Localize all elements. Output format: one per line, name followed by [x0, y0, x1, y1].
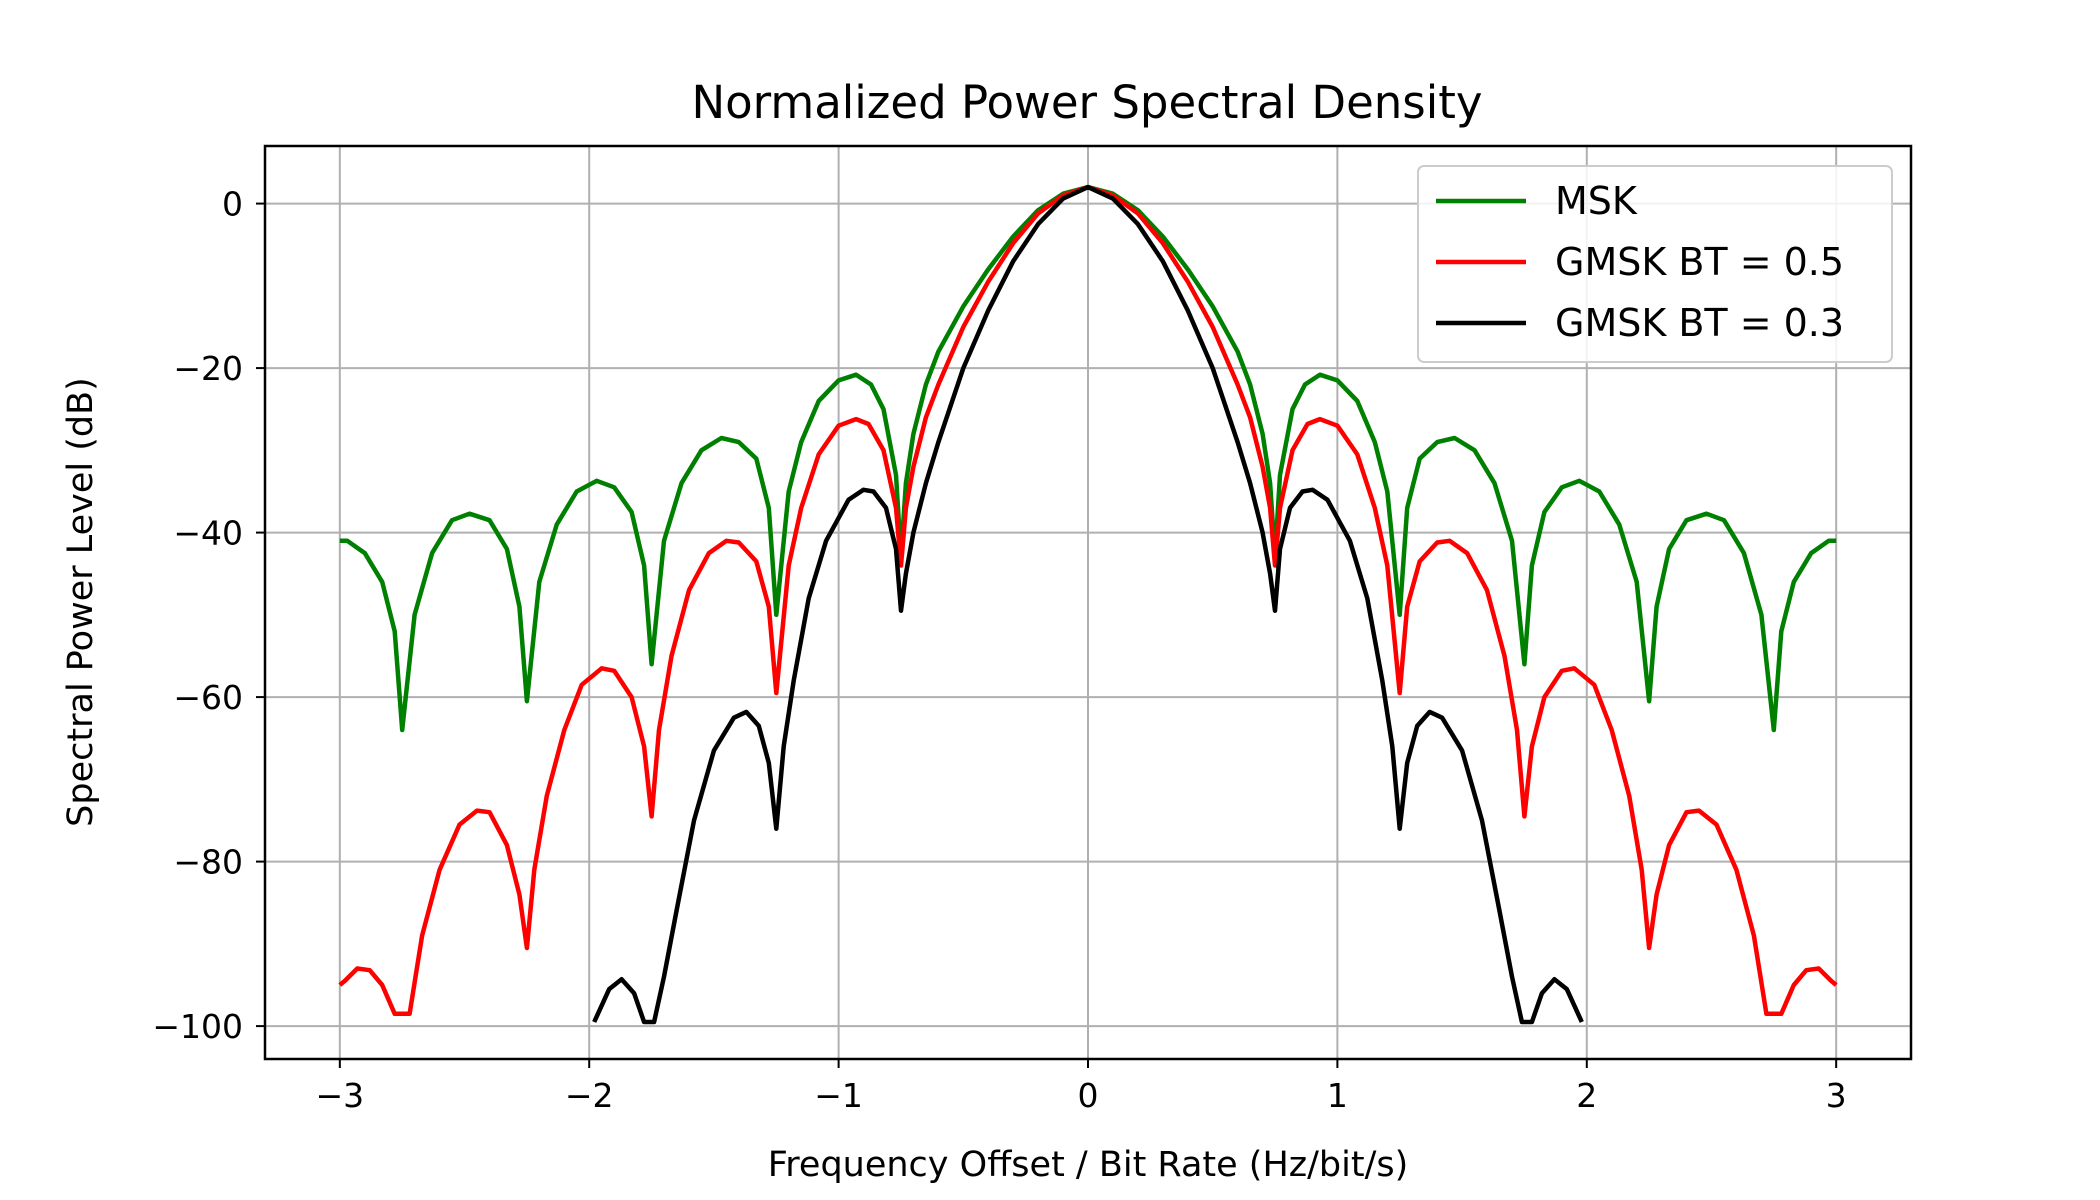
y-tick-label: −60: [173, 678, 243, 717]
x-tick-label: 3: [1826, 1076, 1847, 1115]
legend: MSK GMSK BT = 0.5 GMSK BT = 0.3: [1417, 165, 1893, 363]
y-axis-title: Spectral Power Level (dB): [61, 377, 101, 827]
legend-label-1: GMSK BT = 0.5: [1555, 240, 1844, 284]
y-tick-label: −80: [173, 843, 243, 882]
x-tick-label: 0: [1078, 1076, 1099, 1115]
x-axis-title: Frequency Offset / Bit Rate (Hz/bit/s): [768, 1145, 1409, 1185]
y-tick-label: 0: [222, 185, 243, 224]
x-tick-label: 2: [1576, 1076, 1597, 1115]
series-lines: [338, 184, 1838, 1025]
x-tick-label: −1: [814, 1076, 863, 1115]
x-tick-label: 1: [1327, 1076, 1348, 1115]
y-tick-label: −100: [152, 1007, 243, 1046]
y-tick-label: −40: [173, 514, 243, 553]
series-line-2: [592, 184, 1584, 1025]
legend-box: [1417, 165, 1893, 363]
chart-title: Normalized Power Spectral Density: [691, 76, 1482, 129]
x-tick-label: −3: [315, 1076, 364, 1115]
y-tick-label: −20: [173, 349, 243, 388]
legend-label-0: MSK: [1555, 179, 1638, 223]
x-tick-label: −2: [565, 1076, 614, 1115]
axis-ticks: −3 −2 −1 0 1 2 3 0 −20 −40 −60 −80 −100: [152, 185, 1846, 1115]
legend-label-2: GMSK BT = 0.3: [1555, 301, 1844, 345]
